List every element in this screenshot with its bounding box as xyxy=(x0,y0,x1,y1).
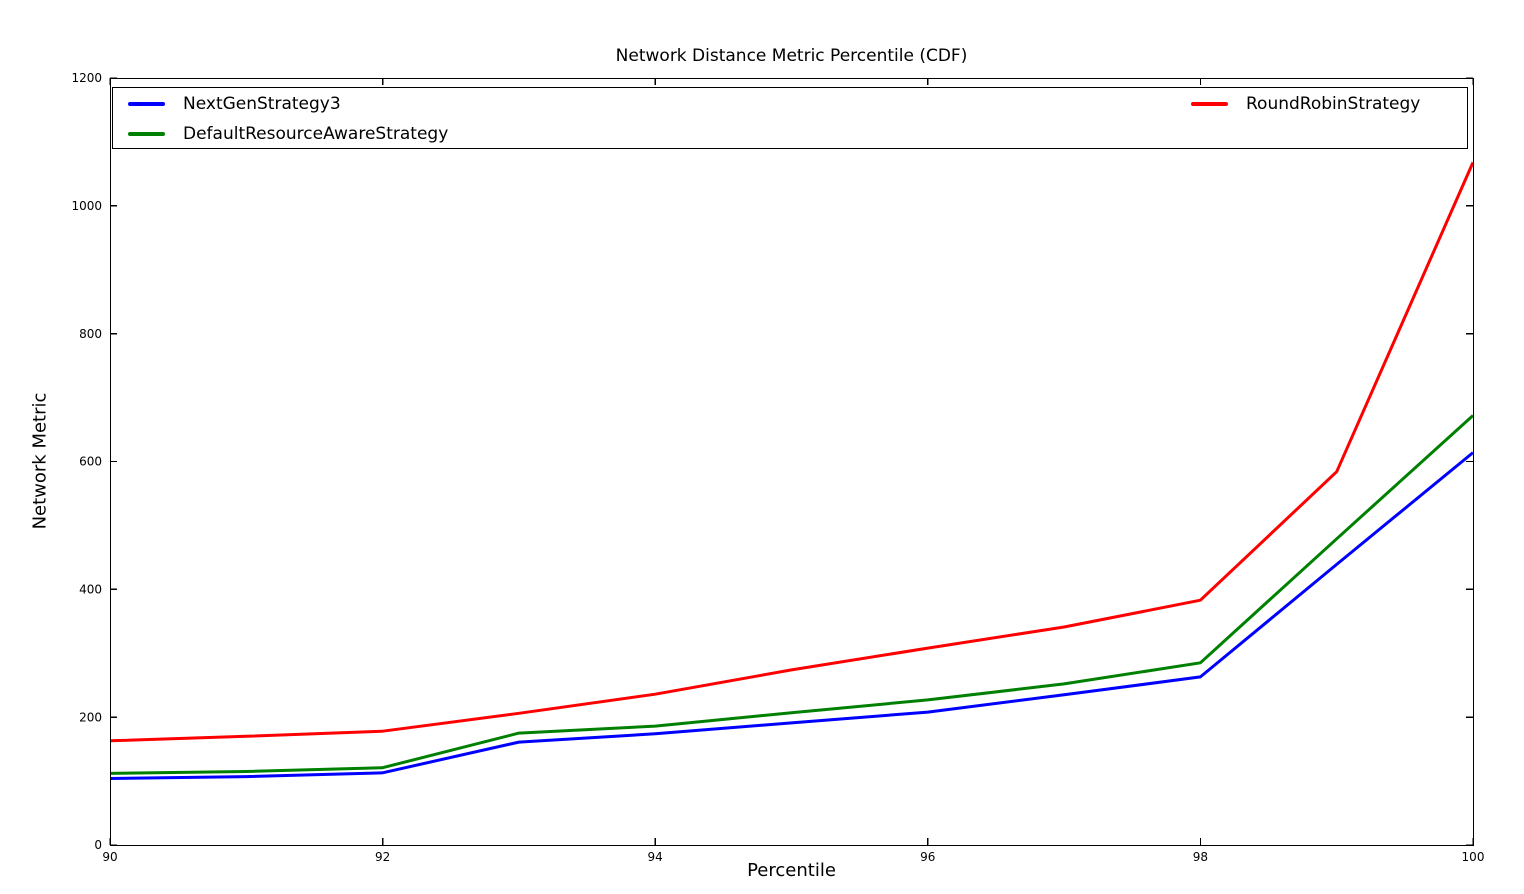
y-tick-label: 600 xyxy=(79,455,102,469)
y-tick-label: 1000 xyxy=(71,199,102,213)
legend-label: RoundRobinStrategy xyxy=(1246,93,1421,114)
legend-swatch-DefaultResourceAwareStrategy xyxy=(128,131,165,136)
x-tick-label: 94 xyxy=(648,850,663,864)
x-tick-label: 100 xyxy=(1462,850,1485,864)
x-axis-label: Percentile xyxy=(747,860,836,881)
legend-swatch-RoundRobinStrategy xyxy=(1191,101,1228,106)
x-tick-label: 92 xyxy=(375,850,390,864)
legend-item-NextGenStrategy3: NextGenStrategy3 xyxy=(128,88,341,119)
y-tick-label: 400 xyxy=(79,583,102,597)
chart-title: Network Distance Metric Percentile (CDF) xyxy=(615,46,968,66)
legend-label: NextGenStrategy3 xyxy=(183,93,341,114)
series-line-NextGenStrategy3 xyxy=(109,451,1474,780)
legend-label: DefaultResourceAwareStrategy xyxy=(183,123,449,144)
y-axis-label: Network Metric xyxy=(29,392,51,530)
y-tick-label: 1200 xyxy=(71,71,102,85)
legend-item-DefaultResourceAwareStrategy: DefaultResourceAwareStrategy xyxy=(128,118,448,149)
legend-item-RoundRobinStrategy: RoundRobinStrategy xyxy=(1191,88,1420,119)
legend-swatch-NextGenStrategy3 xyxy=(128,101,165,106)
plot-border xyxy=(109,77,1475,847)
legend: NextGenStrategy3 DefaultResourceAwareStra… xyxy=(112,87,1468,149)
x-tick-label: 96 xyxy=(920,850,935,864)
x-tick-label: 98 xyxy=(1193,850,1208,864)
y-tick-label: 200 xyxy=(79,710,102,724)
y-tick-label: 800 xyxy=(79,327,102,341)
series-line-RoundRobinStrategy xyxy=(109,161,1475,743)
x-tick-label: 90 xyxy=(102,850,117,864)
y-tick-label: 0 xyxy=(94,838,102,852)
series-line-DefaultResourceAwareStrategy xyxy=(109,414,1475,775)
